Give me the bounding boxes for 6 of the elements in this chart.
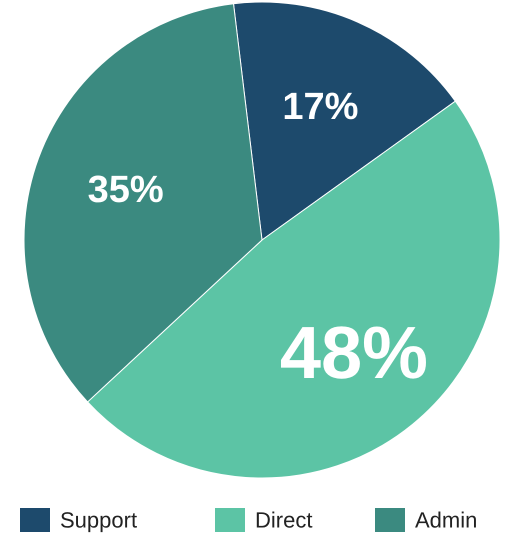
- data-label: 48%: [280, 310, 428, 394]
- legend-label: Direct: [255, 508, 312, 532]
- data-label: 17%: [282, 86, 358, 128]
- data-label: 35%: [88, 169, 164, 212]
- legend-label: Support: [60, 508, 138, 532]
- legend-label: Admin: [415, 508, 478, 532]
